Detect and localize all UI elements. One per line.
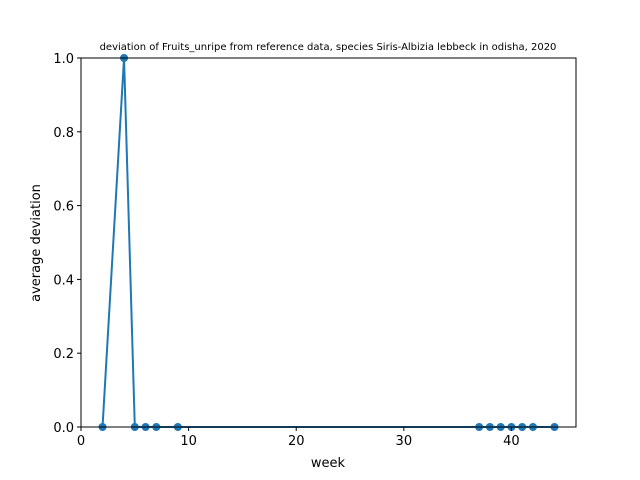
series-line (101, 57, 555, 428)
y-tick-label: 0.0 (53, 421, 74, 436)
plot-area (98, 54, 559, 431)
y-tick-label: 0.4 (53, 273, 74, 288)
x-axis-label: week (311, 456, 346, 471)
y-tick-label: 0.2 (53, 347, 74, 362)
x-tick-label: 40 (503, 434, 520, 449)
axes: 0 10 20 30 40 0.0 0.2 0.4 0.6 0.8 1.0 (53, 52, 577, 449)
x-tick-label: 10 (180, 434, 197, 449)
x-tick-label: 20 (288, 434, 305, 449)
y-tick-label: 0.8 (53, 126, 74, 141)
chart-title: deviation of Fruits_unripe from referenc… (100, 42, 557, 53)
x-tick-label: 0 (77, 434, 85, 449)
x-tick-label: 30 (396, 434, 413, 449)
y-tick-label: 1.0 (53, 52, 74, 67)
y-axis-label: average deviation (29, 184, 44, 302)
y-tick-label: 0.6 (53, 200, 74, 215)
axes-frame (80, 57, 577, 428)
